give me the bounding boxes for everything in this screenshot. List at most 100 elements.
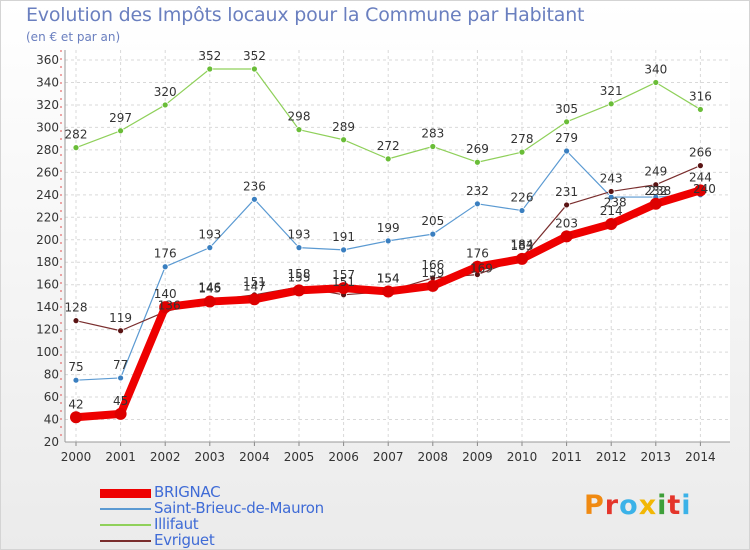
legend-label: Evriguet xyxy=(154,531,215,549)
data-label: 298 xyxy=(288,110,311,124)
data-label: 166 xyxy=(421,258,444,272)
data-label: 155 xyxy=(288,270,311,284)
data-label: 191 xyxy=(332,230,355,244)
data-label: 183 xyxy=(511,239,534,253)
data-point xyxy=(429,230,437,238)
plot-area xyxy=(65,50,730,442)
data-point xyxy=(206,244,214,252)
data-point xyxy=(607,188,615,195)
data-point xyxy=(471,260,484,273)
data-label: 269 xyxy=(466,142,489,156)
x-tick-label: 2013 xyxy=(641,450,672,464)
data-point xyxy=(72,317,80,325)
data-label: 232 xyxy=(466,184,489,198)
data-point xyxy=(340,246,348,254)
data-point xyxy=(429,143,437,150)
data-label: 77 xyxy=(113,358,128,372)
y-tick-label: 320 xyxy=(36,98,59,112)
data-point xyxy=(426,279,439,292)
data-label: 147 xyxy=(243,279,266,293)
y-tick-label: 300 xyxy=(36,120,59,134)
y-tick-label: 180 xyxy=(36,255,59,269)
logo-letter: i xyxy=(681,490,692,521)
data-label: 226 xyxy=(511,191,534,205)
data-label: 238 xyxy=(648,184,671,198)
data-label: 352 xyxy=(198,49,221,63)
data-point xyxy=(697,106,704,113)
data-label: 278 xyxy=(511,132,534,146)
data-label: 316 xyxy=(689,89,712,103)
data-label: 352 xyxy=(243,49,266,63)
legend-item: Illifaut xyxy=(100,515,400,533)
data-point xyxy=(518,148,526,156)
legend-item: BRIGNAC xyxy=(100,483,400,501)
data-label: 176 xyxy=(154,247,177,261)
data-point xyxy=(159,301,172,314)
data-label: 151 xyxy=(243,275,266,289)
data-label: 272 xyxy=(377,139,400,153)
data-label: 145 xyxy=(198,282,221,296)
data-point xyxy=(473,158,481,166)
data-label: 297 xyxy=(109,111,132,125)
data-label: 158 xyxy=(288,267,311,281)
y-tick-label: 140 xyxy=(36,300,59,314)
data-label: 232 xyxy=(644,184,667,198)
data-point xyxy=(649,197,662,210)
data-point xyxy=(694,184,707,197)
data-point xyxy=(697,162,704,170)
legend-label: Saint-Brieuc-de-Mauron xyxy=(154,499,324,517)
chart-subtitle: (en € et par an) xyxy=(26,30,121,44)
data-label: 199 xyxy=(377,221,400,235)
data-point xyxy=(117,327,124,335)
data-label: 231 xyxy=(555,185,578,199)
data-label: 169 xyxy=(470,262,493,276)
data-point xyxy=(384,155,392,163)
data-point xyxy=(203,295,216,308)
data-point xyxy=(563,118,570,126)
data-label: 282 xyxy=(65,128,88,142)
data-point xyxy=(518,207,526,214)
data-label: 289 xyxy=(332,120,355,134)
data-label: 238 xyxy=(604,195,627,209)
proxiti-logo: Proxiti xyxy=(584,490,692,521)
data-point xyxy=(72,144,80,152)
data-point xyxy=(295,244,303,252)
data-point xyxy=(114,407,127,420)
chart-title: Evolution des Impôts locaux pour la Comm… xyxy=(26,4,585,26)
data-label: 283 xyxy=(421,127,444,141)
data-point xyxy=(652,181,660,189)
logo-letter: P xyxy=(584,490,605,521)
y-tick-label: 340 xyxy=(36,75,59,89)
y-tick-label: 260 xyxy=(36,165,59,179)
data-label: 146 xyxy=(198,280,221,294)
chart-legend: BRIGNAC Saint-Brieuc-de-Mauron Illifaut Evr… xyxy=(100,483,400,549)
data-label: 205 xyxy=(421,214,444,228)
data-label: 45 xyxy=(113,394,128,408)
data-label: 279 xyxy=(555,131,578,145)
y-tick-label: 40 xyxy=(44,413,59,427)
y-tick-label: 160 xyxy=(36,278,59,292)
data-point xyxy=(384,237,392,245)
data-label: 154 xyxy=(377,271,400,285)
x-tick-label: 2006 xyxy=(328,450,359,464)
x-tick-label: 2004 xyxy=(239,450,270,464)
data-point xyxy=(560,230,573,243)
logo-letter: t xyxy=(667,490,682,521)
data-label: 320 xyxy=(154,85,177,99)
x-tick-label: 2000 xyxy=(61,450,92,464)
data-point xyxy=(563,201,570,209)
y-tick-label: 240 xyxy=(36,188,59,202)
legend-label: BRIGNAC xyxy=(154,483,221,501)
data-label: 159 xyxy=(421,266,444,280)
data-point xyxy=(117,127,124,135)
data-point xyxy=(516,252,528,265)
data-label: 266 xyxy=(689,146,712,160)
data-label: 340 xyxy=(644,62,667,76)
data-point xyxy=(72,376,80,384)
data-point xyxy=(652,79,660,86)
data-point xyxy=(161,263,169,271)
data-point xyxy=(607,100,615,108)
data-label: 75 xyxy=(68,360,83,374)
legend-item: Saint-Brieuc-de-Mauron xyxy=(100,499,400,517)
data-point xyxy=(117,374,124,382)
